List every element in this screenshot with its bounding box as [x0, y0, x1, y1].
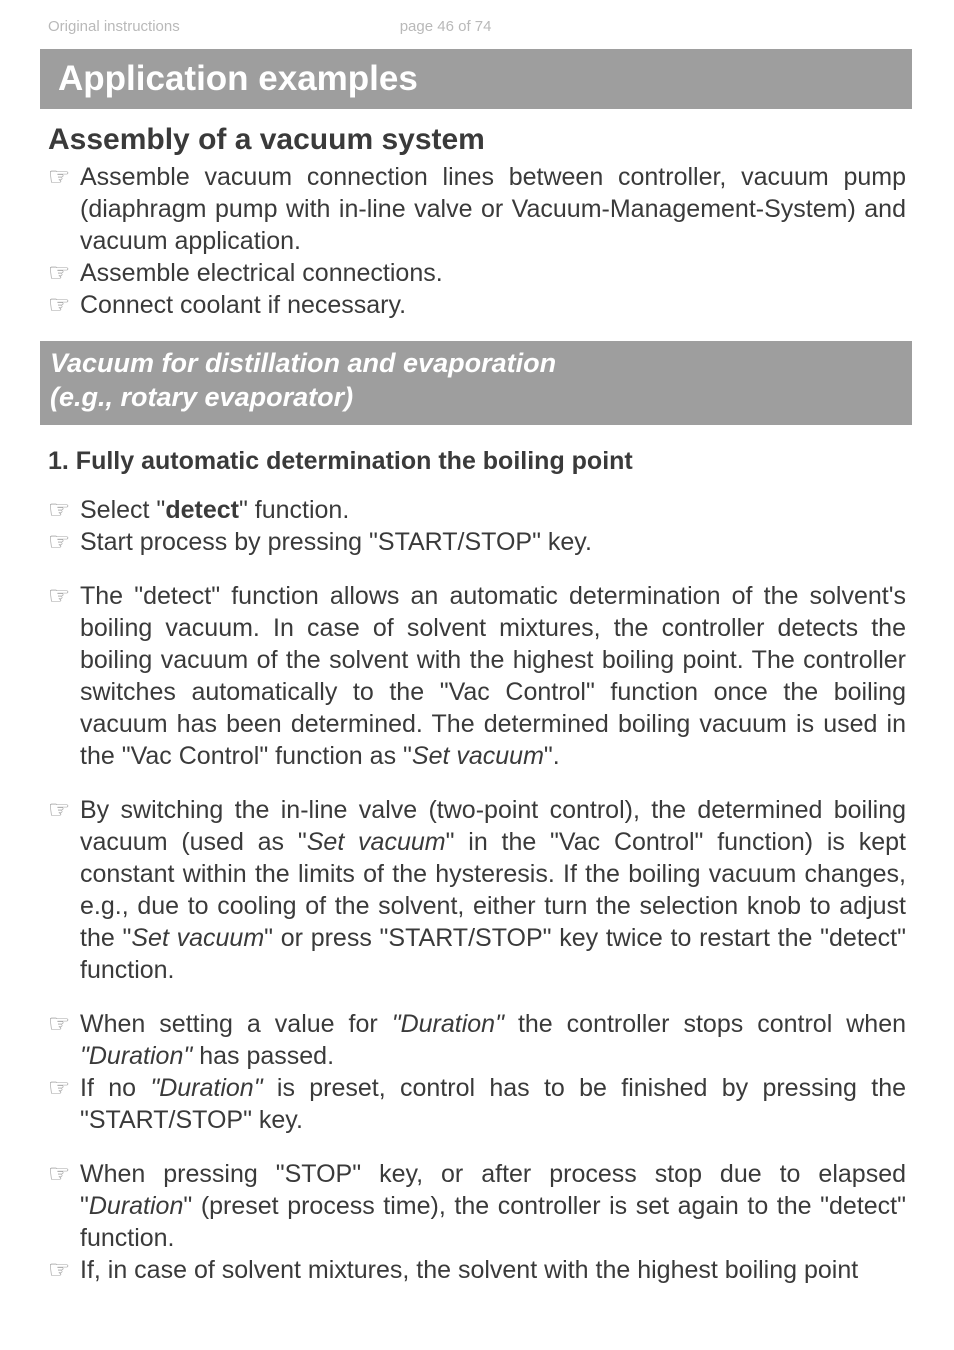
- list-item-text: Connect coolant if necessary.: [80, 289, 906, 321]
- list-item: ☞ Assemble electrical connections.: [48, 257, 906, 289]
- banner-title: Application examples: [40, 49, 912, 109]
- list-item-text: The "detect" function allows an automati…: [80, 580, 906, 772]
- list-item: ☞ When pressing "STOP" key, or after pro…: [48, 1158, 906, 1254]
- pointer-icon: ☞: [48, 289, 80, 321]
- page-header: Original instructions page 46 of 74: [48, 18, 906, 35]
- header-page-number: page 46 of 74: [180, 18, 906, 35]
- page: Original instructions page 46 of 74 Appl…: [0, 0, 954, 1350]
- list-item: ☞ Connect coolant if necessary.: [48, 289, 906, 321]
- list-item-text: When pressing "STOP" key, or after proce…: [80, 1158, 906, 1254]
- pointer-icon: ☞: [48, 1072, 80, 1136]
- list-item-text: Select "detect" function.: [80, 494, 906, 526]
- list-item: ☞ The "detect" function allows an automa…: [48, 580, 906, 772]
- list-item: ☞ If, in case of solvent mixtures, the s…: [48, 1254, 906, 1286]
- pointer-icon: ☞: [48, 580, 80, 772]
- list-item-text: Assemble electrical connections.: [80, 257, 906, 289]
- list-item: ☞ If no "Duration" is preset, control ha…: [48, 1072, 906, 1136]
- pointer-icon: ☞: [48, 1158, 80, 1254]
- list-item: ☞ By switching the in-line valve (two-po…: [48, 794, 906, 986]
- sub-banner: Vacuum for distillation and evaporation …: [40, 341, 912, 425]
- pointer-icon: ☞: [48, 494, 80, 526]
- pointer-icon: ☞: [48, 526, 80, 558]
- pointer-icon: ☞: [48, 257, 80, 289]
- list-item-text: By switching the in-line valve (two-poin…: [80, 794, 906, 986]
- pointer-icon: ☞: [48, 161, 80, 257]
- list-item: ☞ Select "detect" function.: [48, 494, 906, 526]
- list-item: ☞ Start process by pressing "START/STOP"…: [48, 526, 906, 558]
- list-item-text: If no "Duration" is preset, control has …: [80, 1072, 906, 1136]
- list-item: ☞ Assemble vacuum connection lines betwe…: [48, 161, 906, 257]
- pointer-icon: ☞: [48, 794, 80, 986]
- list-item-text: Assemble vacuum connection lines between…: [80, 161, 906, 257]
- pointer-icon: ☞: [48, 1254, 80, 1286]
- header-left: Original instructions: [48, 18, 180, 35]
- list-item: ☞ When setting a value for "Duration" th…: [48, 1008, 906, 1072]
- list-item-text: When setting a value for "Duration" the …: [80, 1008, 906, 1072]
- step-title: 1. Fully automatic determination the boi…: [48, 447, 906, 476]
- list-item-text: If, in case of solvent mixtures, the sol…: [80, 1254, 906, 1286]
- list-item-text: Start process by pressing "START/STOP" k…: [80, 526, 906, 558]
- sub-banner-line1: Vacuum for distillation and evaporation: [50, 347, 902, 381]
- section-title: Assembly of a vacuum system: [48, 123, 906, 157]
- sub-banner-line2: (e.g., rotary evaporator): [50, 381, 902, 415]
- pointer-icon: ☞: [48, 1008, 80, 1072]
